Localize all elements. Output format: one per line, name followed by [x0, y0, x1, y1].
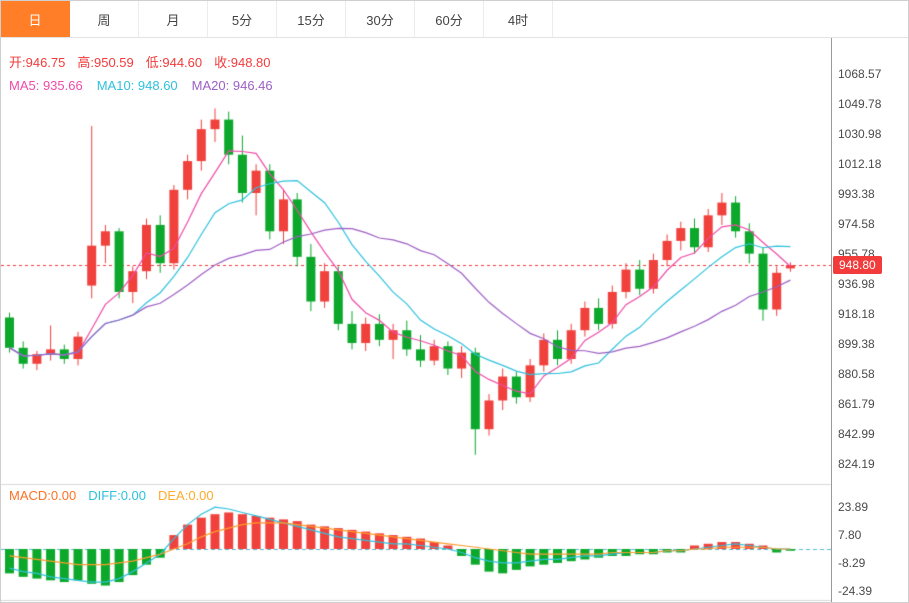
close-value: 收:948.80: [214, 55, 271, 70]
tab-60min[interactable]: 60分: [415, 1, 484, 37]
macd-axis-label: -24.39: [838, 584, 873, 598]
last-price-tag: 948.80: [833, 256, 882, 274]
price-axis-label: 993.38: [838, 187, 875, 201]
ma20-value: MA20: 946.46: [191, 78, 273, 93]
ma-readout: MA5: 935.66 MA10: 948.60 MA20: 946.46: [9, 78, 287, 93]
dea-value: DEA:0.00: [158, 488, 214, 503]
ma10-value: MA10: 948.60: [96, 78, 178, 93]
chart-area: 开:946.75 高:950.59 低:944.60 收:948.80 MA5: 93…: [1, 38, 908, 602]
tab-day[interactable]: 日: [1, 1, 70, 37]
open-value: 开:946.75: [9, 55, 66, 70]
tab-5min[interactable]: 5分: [208, 1, 277, 37]
tab-4hour[interactable]: 4时: [484, 1, 553, 37]
macd-readout: MACD:0.00 DIFF:0.00 DEA:0.00: [9, 488, 226, 503]
ma5-value: MA5: 935.66: [9, 78, 83, 93]
price-axis-label: 974.58: [838, 217, 875, 231]
diff-value: DIFF:0.00: [88, 488, 146, 503]
price-axis-label: 880.58: [838, 367, 875, 381]
high-value: 高:950.59: [77, 55, 134, 70]
price-axis: 1068.57 1049.78 1030.98 1012.18 993.38 9…: [831, 38, 908, 602]
tab-15min[interactable]: 15分: [277, 1, 346, 37]
price-axis-label: 1068.57: [838, 67, 882, 81]
price-axis-label: 861.79: [838, 397, 875, 411]
tab-month[interactable]: 月: [139, 1, 208, 37]
low-value: 低:944.60: [145, 55, 203, 70]
price-axis-label: 899.38: [838, 337, 875, 351]
price-axis-label: 1030.98: [838, 127, 882, 141]
tab-30min[interactable]: 30分: [346, 1, 415, 37]
price-axis-label: 842.99: [838, 427, 875, 441]
price-axis-label: 1049.78: [838, 97, 882, 111]
price-axis-label: 918.18: [838, 307, 875, 321]
macd-axis-label: -8.29: [838, 556, 866, 570]
macd-axis-label: 23.89: [838, 500, 869, 514]
price-axis-label: 936.98: [838, 277, 875, 291]
kline-canvas[interactable]: [1, 38, 831, 602]
ohlc-readout: 开:946.75 高:950.59 低:944.60 收:948.80: [9, 52, 283, 71]
tab-week[interactable]: 周: [70, 1, 139, 37]
price-axis-label: 824.19: [838, 457, 875, 471]
price-axis-label: 1012.18: [838, 157, 882, 171]
macd-value: MACD:0.00: [9, 488, 77, 503]
timeframe-tabbar: 日 周 月 5分 15分 30分 60分 4时: [1, 1, 908, 38]
macd-axis-label: 7.80: [838, 528, 862, 542]
